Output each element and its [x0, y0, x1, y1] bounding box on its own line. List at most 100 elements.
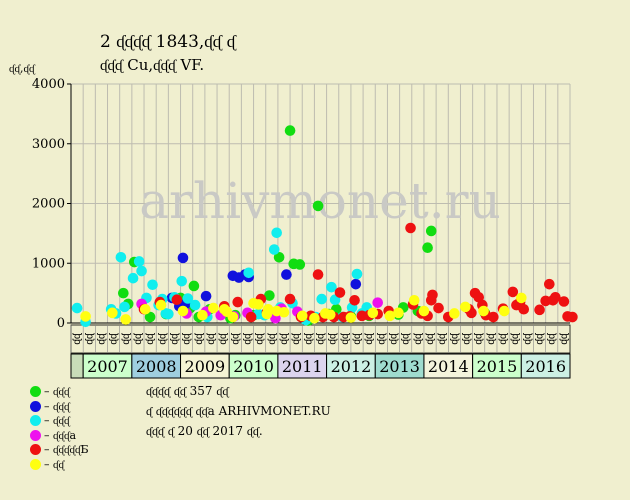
data-point [425, 225, 437, 237]
quarter-label: ᶑᶑ [267, 332, 278, 345]
year-cell [131, 353, 182, 379]
data-point [498, 305, 510, 317]
data-point [262, 303, 274, 315]
data-point [171, 294, 183, 305]
year-label: 2013 [379, 357, 420, 376]
quarter-label: ᶑᶑ [291, 332, 302, 345]
data-point [567, 311, 578, 323]
quarter-label: ᶑᶑ [352, 332, 363, 345]
quarter-label: ᶑᶑ [437, 332, 448, 345]
quarter-label: ᶑᶑ [194, 332, 205, 345]
data-point [232, 296, 244, 308]
data-point [227, 311, 239, 323]
quarter-label: ᶑᶑ [109, 332, 120, 345]
quarter-label: ᶑᶑ [206, 332, 217, 345]
year-cell [374, 353, 425, 379]
quarter-label: ᶑᶑ [133, 332, 144, 345]
data-point [144, 311, 156, 323]
data-point [433, 302, 444, 314]
data-point [534, 304, 545, 316]
data-point [120, 314, 132, 325]
data-point [281, 269, 292, 280]
data-point [189, 299, 201, 311]
year-cell [423, 353, 474, 379]
data-point [460, 301, 471, 313]
quarter-label: ᶑᶑ [522, 332, 533, 345]
quarter-label: ᶑᶑ [498, 332, 509, 345]
data-point [384, 310, 396, 322]
data-point [273, 251, 285, 263]
data-point [245, 311, 257, 323]
quarter-label: ᶑᶑ [279, 332, 290, 345]
year-cell [520, 353, 571, 379]
year-label: 2009 [185, 357, 226, 376]
quarter-label: ᶑᶑ [364, 332, 375, 345]
data-point [176, 275, 188, 287]
data-point [284, 293, 296, 305]
quarter-label: ᶑᶑ [535, 332, 546, 345]
note-line: ᶑᶑᶑ ᶑ 20 ᶑᶑ 2017 ᶑᶑ. [146, 424, 263, 438]
data-point [155, 299, 167, 311]
data-point [544, 278, 555, 290]
y-tick-label: 0 [57, 316, 65, 331]
quarter-label: ᶑᶑ [474, 332, 485, 345]
legend-swatch [30, 429, 41, 441]
data-point [422, 242, 433, 254]
note-line: ᶑᶑᶑᶑ ᶑᶑ 357 ᶑᶑ [146, 384, 229, 398]
data-point [351, 268, 363, 280]
data-point [264, 290, 275, 301]
legend-label: – ᶑᶑᶑ [44, 385, 70, 398]
year-label: 2014 [428, 357, 469, 376]
data-point [253, 299, 264, 310]
year-label: 2008 [136, 357, 177, 376]
quarter-label: ᶑᶑ [559, 332, 570, 345]
data-point [163, 308, 174, 320]
data-point [268, 244, 280, 255]
y-ticks: 0 1000 2000 3000 4000 [32, 77, 71, 331]
data-point [349, 294, 360, 306]
legend-swatch [30, 415, 41, 426]
quarter-label: ᶑᶑ [425, 332, 436, 345]
data-point [408, 294, 420, 306]
data-point [324, 309, 336, 320]
y-tick-label: 2000 [32, 197, 65, 212]
quarter-label: ᶑᶑ [121, 332, 132, 345]
data-point [326, 281, 337, 293]
year-label: 2016 [525, 357, 566, 376]
data-point [427, 289, 438, 301]
year-cell [326, 353, 376, 379]
data-point [294, 259, 306, 270]
legend-label: – ᶑᶑᶑᶑᶑБ [44, 443, 89, 456]
data-point [558, 296, 570, 307]
data-point [316, 293, 328, 305]
legend-label: – ᶑᶑ [44, 457, 64, 471]
year-label: 2012 [331, 357, 372, 376]
legend-swatch [30, 400, 41, 412]
quarter-label: ᶑᶑ [72, 332, 83, 345]
data-point [177, 305, 189, 317]
data-point [418, 305, 430, 317]
data-point [488, 311, 499, 323]
quarter-label: ᶑᶑ [449, 332, 460, 345]
data-point [80, 311, 91, 322]
data-point [133, 256, 145, 267]
note-line: ᶑ ᶑᶑᶑᶑᶑᶑ ᶑᶑа ARHIVMONET.RU [146, 404, 331, 418]
data-point [208, 302, 219, 314]
data-point [312, 200, 324, 212]
data-point [507, 286, 519, 298]
quarter-label: ᶑᶑ [376, 332, 387, 345]
data-point [334, 287, 346, 298]
data-point [182, 293, 194, 304]
quarter-label: ᶑᶑ [340, 332, 351, 345]
data-point [550, 292, 561, 303]
data-point [71, 302, 83, 314]
quarter-label: ᶑᶑ [510, 332, 521, 345]
year-cell [82, 353, 133, 379]
data-point [136, 265, 147, 277]
legend-label: – ᶑᶑᶑа [44, 428, 77, 442]
data-point [478, 305, 489, 317]
y-tick-label: 4000 [32, 77, 65, 92]
data-point [350, 278, 362, 290]
quarter-label: ᶑᶑ [547, 332, 558, 345]
